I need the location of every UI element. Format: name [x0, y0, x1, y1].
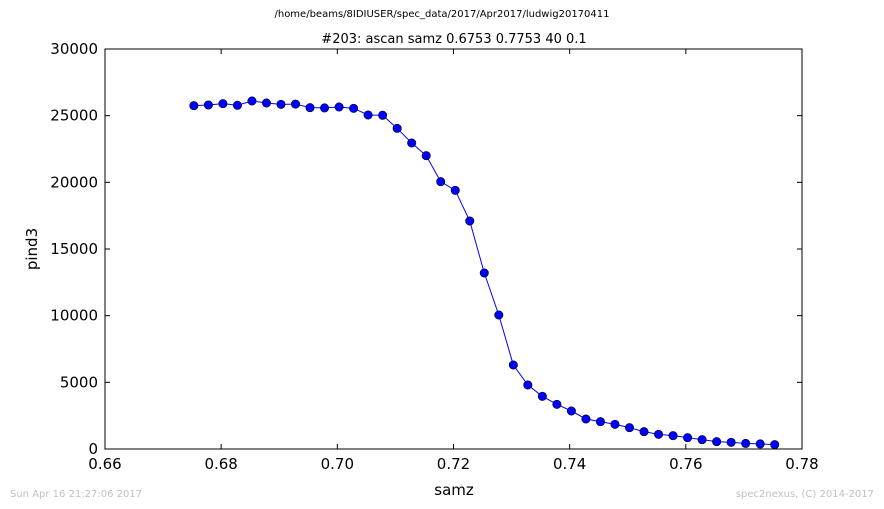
y-axis-label: pind3 [23, 228, 41, 270]
data-point [697, 435, 707, 445]
x-tick-label: 0.66 [88, 455, 121, 473]
data-point [755, 439, 765, 449]
data-point [610, 419, 620, 429]
data-point [465, 216, 475, 226]
y-tick-label: 25000 [50, 107, 98, 125]
data-point [363, 110, 373, 120]
x-tick-label: 0.70 [321, 455, 354, 473]
figure-supertitle: /home/beams/8IDIUSER/spec_data/2017/Apr2… [274, 9, 610, 20]
x-tick-label: 0.76 [669, 455, 702, 473]
footer-credit: spec2nexus, (C) 2014-2017 [735, 489, 874, 500]
data-point [508, 360, 518, 370]
series-layer [189, 96, 780, 450]
data-point [741, 438, 751, 448]
x-tick-label: 0.74 [553, 455, 586, 473]
data-point [392, 123, 402, 133]
data-point [247, 96, 257, 106]
footer-timestamp: Sun Apr 16 21:27:06 2017 [10, 489, 143, 500]
data-point [770, 440, 780, 450]
data-point [712, 437, 722, 447]
y-tick-label: 10000 [50, 307, 98, 325]
data-point [450, 185, 460, 195]
data-point [320, 103, 330, 113]
x-tick-label: 0.78 [785, 455, 818, 473]
data-point [566, 406, 576, 416]
y-tick-label: 20000 [50, 173, 98, 191]
data-point [349, 103, 359, 113]
data-point [276, 99, 286, 109]
x-axis-label: samz [434, 481, 474, 499]
data-point [436, 177, 446, 187]
data-point [421, 151, 431, 161]
x-tick-label: 0.68 [204, 455, 237, 473]
data-point [334, 102, 344, 112]
data-point [595, 417, 605, 427]
data-point [552, 399, 562, 409]
data-point [479, 268, 489, 278]
data-point [654, 429, 664, 439]
data-point [494, 310, 504, 320]
data-point [232, 100, 242, 110]
data-point [726, 437, 736, 447]
y-tick-label: 5000 [60, 373, 98, 391]
chart-title: #203: ascan samz 0.6753 0.7753 40 0.1 [321, 32, 586, 47]
data-point [261, 98, 271, 108]
data-point [683, 433, 693, 443]
y-tick-label: 30000 [50, 40, 98, 58]
data-point [668, 431, 678, 441]
data-point [378, 110, 388, 120]
data-point [523, 380, 533, 390]
data-point [624, 423, 634, 433]
data-point [291, 99, 301, 109]
data-point [639, 427, 649, 437]
data-point [305, 103, 315, 113]
data-point [581, 414, 591, 424]
data-point [537, 391, 547, 401]
y-tick-label: 0 [88, 440, 98, 458]
x-tick-label: 0.72 [437, 455, 470, 473]
y-tick-label: 15000 [50, 240, 98, 258]
data-point [407, 138, 417, 148]
data-point [218, 99, 228, 109]
data-point [203, 100, 213, 110]
axis-layer: 0.66 0.68 0.70 0.72 0.74 0.76 0.78 0 5000 10000 15… [50, 40, 818, 473]
data-point [189, 101, 199, 111]
